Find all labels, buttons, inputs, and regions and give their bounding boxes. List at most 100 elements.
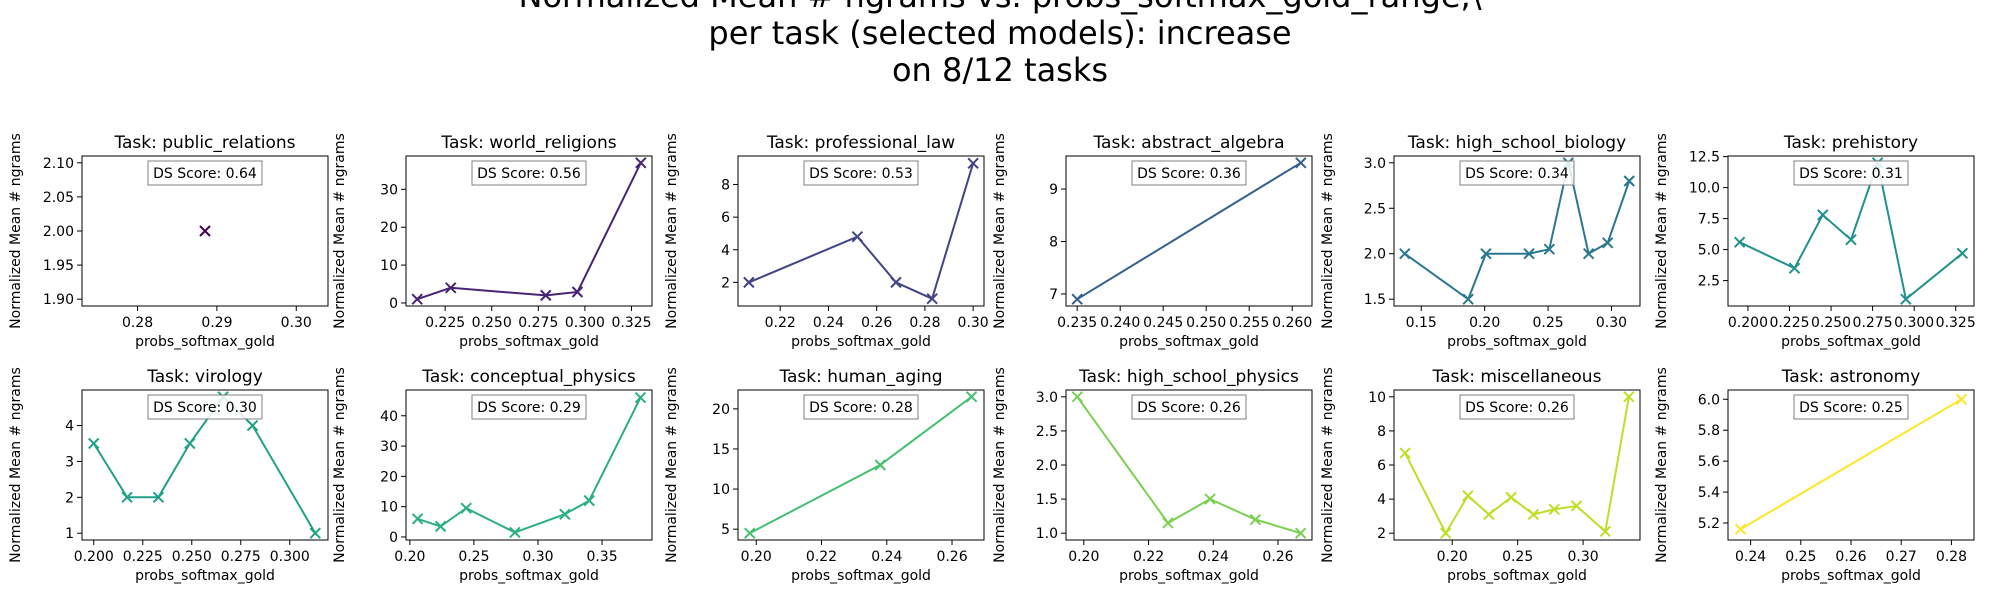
y-tick-label: 4 bbox=[1377, 492, 1386, 508]
ds-score-label: DS Score: 0.56 bbox=[477, 166, 581, 182]
subplot: Task: prehistory 0.200 0.225 0.250 0.275 0.30… bbox=[1654, 133, 1976, 350]
subplot-title: Task: human_aging bbox=[778, 367, 942, 387]
x-tick-label: 0.25 bbox=[1502, 549, 1533, 565]
data-point-marker bbox=[967, 157, 979, 170]
ds-score-box bbox=[1459, 394, 1575, 420]
data-point-marker bbox=[1439, 527, 1452, 539]
x-axis-label: probs_softmax_gold bbox=[1781, 334, 1921, 350]
ds-score-box bbox=[1793, 160, 1909, 186]
x-axis-label: probs_softmax_gold bbox=[135, 568, 275, 584]
ds-score-box bbox=[147, 394, 263, 420]
x-tick-label: 0.250 bbox=[1186, 315, 1226, 331]
y-tick-label: 5.0 bbox=[1698, 243, 1720, 259]
y-tick-label: 2.5 bbox=[1364, 201, 1386, 217]
y-tick-label: 10 bbox=[380, 500, 398, 516]
data-point-marker bbox=[1294, 527, 1307, 539]
y-axis-label: Normalized Mean # ngrams bbox=[8, 133, 24, 329]
y-tick-label: 30 bbox=[380, 182, 398, 198]
subplot-title: Task: conceptual_physics bbox=[421, 367, 636, 387]
y-tick-label: 5.6 bbox=[1698, 454, 1720, 470]
y-tick-label: 6 bbox=[1377, 458, 1386, 474]
ds-score-label: DS Score: 0.53 bbox=[809, 166, 913, 182]
series-line bbox=[1740, 398, 1962, 531]
x-tick-label: 0.300 bbox=[565, 315, 605, 331]
series-line bbox=[1076, 161, 1302, 301]
ds-score-label: DS Score: 0.30 bbox=[153, 400, 257, 416]
data-point-marker bbox=[1817, 209, 1829, 221]
x-tick-label: 0.25 bbox=[1785, 549, 1816, 565]
data-point-marker bbox=[152, 491, 165, 504]
subplot: Task: world_religions 0.225 0.250 0.275 0.30… bbox=[332, 133, 653, 350]
y-tick-label: 5.4 bbox=[1698, 485, 1720, 501]
x-tick-label: 0.26 bbox=[936, 549, 967, 565]
data-point-marker bbox=[411, 293, 423, 305]
x-tick-label: 0.28 bbox=[909, 315, 940, 331]
y-tick-label: 3.0 bbox=[1036, 390, 1058, 406]
y-tick-label: 10.0 bbox=[1689, 181, 1720, 197]
x-axis-label: probs_softmax_gold bbox=[135, 334, 275, 350]
data-point-marker bbox=[121, 491, 133, 504]
x-axis-label: probs_softmax_gold bbox=[791, 334, 931, 350]
data-point-marker bbox=[184, 437, 196, 450]
data-point-marker bbox=[1955, 393, 1968, 405]
x-tick-label: 0.325 bbox=[1936, 315, 1976, 331]
x-tick-label: 0.28 bbox=[1936, 549, 1967, 565]
data-point-marker bbox=[1900, 293, 1912, 305]
data-point-marker bbox=[1399, 447, 1411, 459]
x-axis-label: probs_softmax_gold bbox=[1447, 334, 1587, 350]
data-point-marker bbox=[1733, 236, 1746, 248]
data-point-marker bbox=[309, 527, 321, 539]
x-tick-label: 0.275 bbox=[221, 549, 261, 565]
y-tick-label: 40 bbox=[380, 409, 398, 425]
data-point-marker bbox=[743, 276, 755, 289]
data-point-marker bbox=[926, 292, 938, 305]
data-point-marker bbox=[445, 282, 457, 294]
data-point-marker bbox=[434, 520, 447, 533]
x-tick-label: 0.24 bbox=[813, 315, 844, 331]
axes-frame bbox=[737, 389, 985, 541]
x-tick-label: 0.325 bbox=[611, 315, 651, 331]
data-point-marker bbox=[1582, 248, 1595, 260]
y-tick-label: 15 bbox=[712, 442, 730, 458]
x-tick-label: 0.22 bbox=[806, 549, 837, 565]
y-tick-label: 2.10 bbox=[43, 156, 74, 172]
x-tick-label: 0.225 bbox=[425, 315, 465, 331]
data-point-marker bbox=[1462, 489, 1474, 502]
data-point-marker bbox=[890, 276, 902, 289]
y-tick-label: 10 bbox=[1368, 390, 1386, 406]
axes-frame bbox=[405, 155, 653, 307]
y-tick-label: 2.00 bbox=[43, 224, 74, 240]
subplot-title: Task: abstract_algebra bbox=[1092, 133, 1284, 153]
y-tick-label: 7 bbox=[1049, 287, 1058, 303]
ds-score-label: DS Score: 0.25 bbox=[1799, 400, 1903, 416]
x-axis-label: probs_softmax_gold bbox=[459, 334, 599, 350]
data-point-marker bbox=[634, 391, 647, 404]
subplot-title: Task: virology bbox=[146, 367, 263, 387]
y-axis-label: Normalized Mean # ngrams bbox=[664, 133, 680, 329]
x-tick-label: 0.20 bbox=[1469, 315, 1500, 331]
y-tick-label: 6.0 bbox=[1698, 392, 1720, 408]
data-point-marker bbox=[1527, 508, 1540, 521]
data-point-marker bbox=[1601, 237, 1614, 249]
y-tick-label: 2 bbox=[65, 490, 74, 506]
figure-title: Normalized Mean # ngrams vs. probs_softm… bbox=[0, 0, 2000, 89]
y-tick-label: 20 bbox=[712, 402, 730, 418]
data-point-marker bbox=[1162, 517, 1174, 529]
x-tick-label: 0.300 bbox=[270, 549, 310, 565]
x-tick-label: 0.20 bbox=[1068, 549, 1099, 565]
y-axis-label: Normalized Mean # ngrams bbox=[8, 367, 24, 563]
x-tick-label: 0.20 bbox=[741, 549, 772, 565]
y-tick-label: 4 bbox=[721, 243, 730, 259]
x-tick-label: 0.255 bbox=[1229, 315, 1269, 331]
x-tick-label: 0.30 bbox=[522, 549, 553, 565]
x-tick-label: 0.26 bbox=[1262, 549, 1293, 565]
x-tick-label: 0.24 bbox=[871, 549, 902, 565]
x-tick-label: 0.30 bbox=[281, 315, 312, 331]
data-point-marker bbox=[1505, 491, 1517, 504]
y-axis-label: Normalized Mean # ngrams bbox=[664, 367, 680, 563]
data-point-marker bbox=[1399, 248, 1411, 260]
subplot: Task: astronomy 0.24 0.25 0.26 0.27 0.28 5.2 5.… bbox=[1654, 367, 1975, 584]
data-point-marker bbox=[1483, 508, 1495, 521]
y-tick-label: 1.5 bbox=[1364, 292, 1386, 308]
